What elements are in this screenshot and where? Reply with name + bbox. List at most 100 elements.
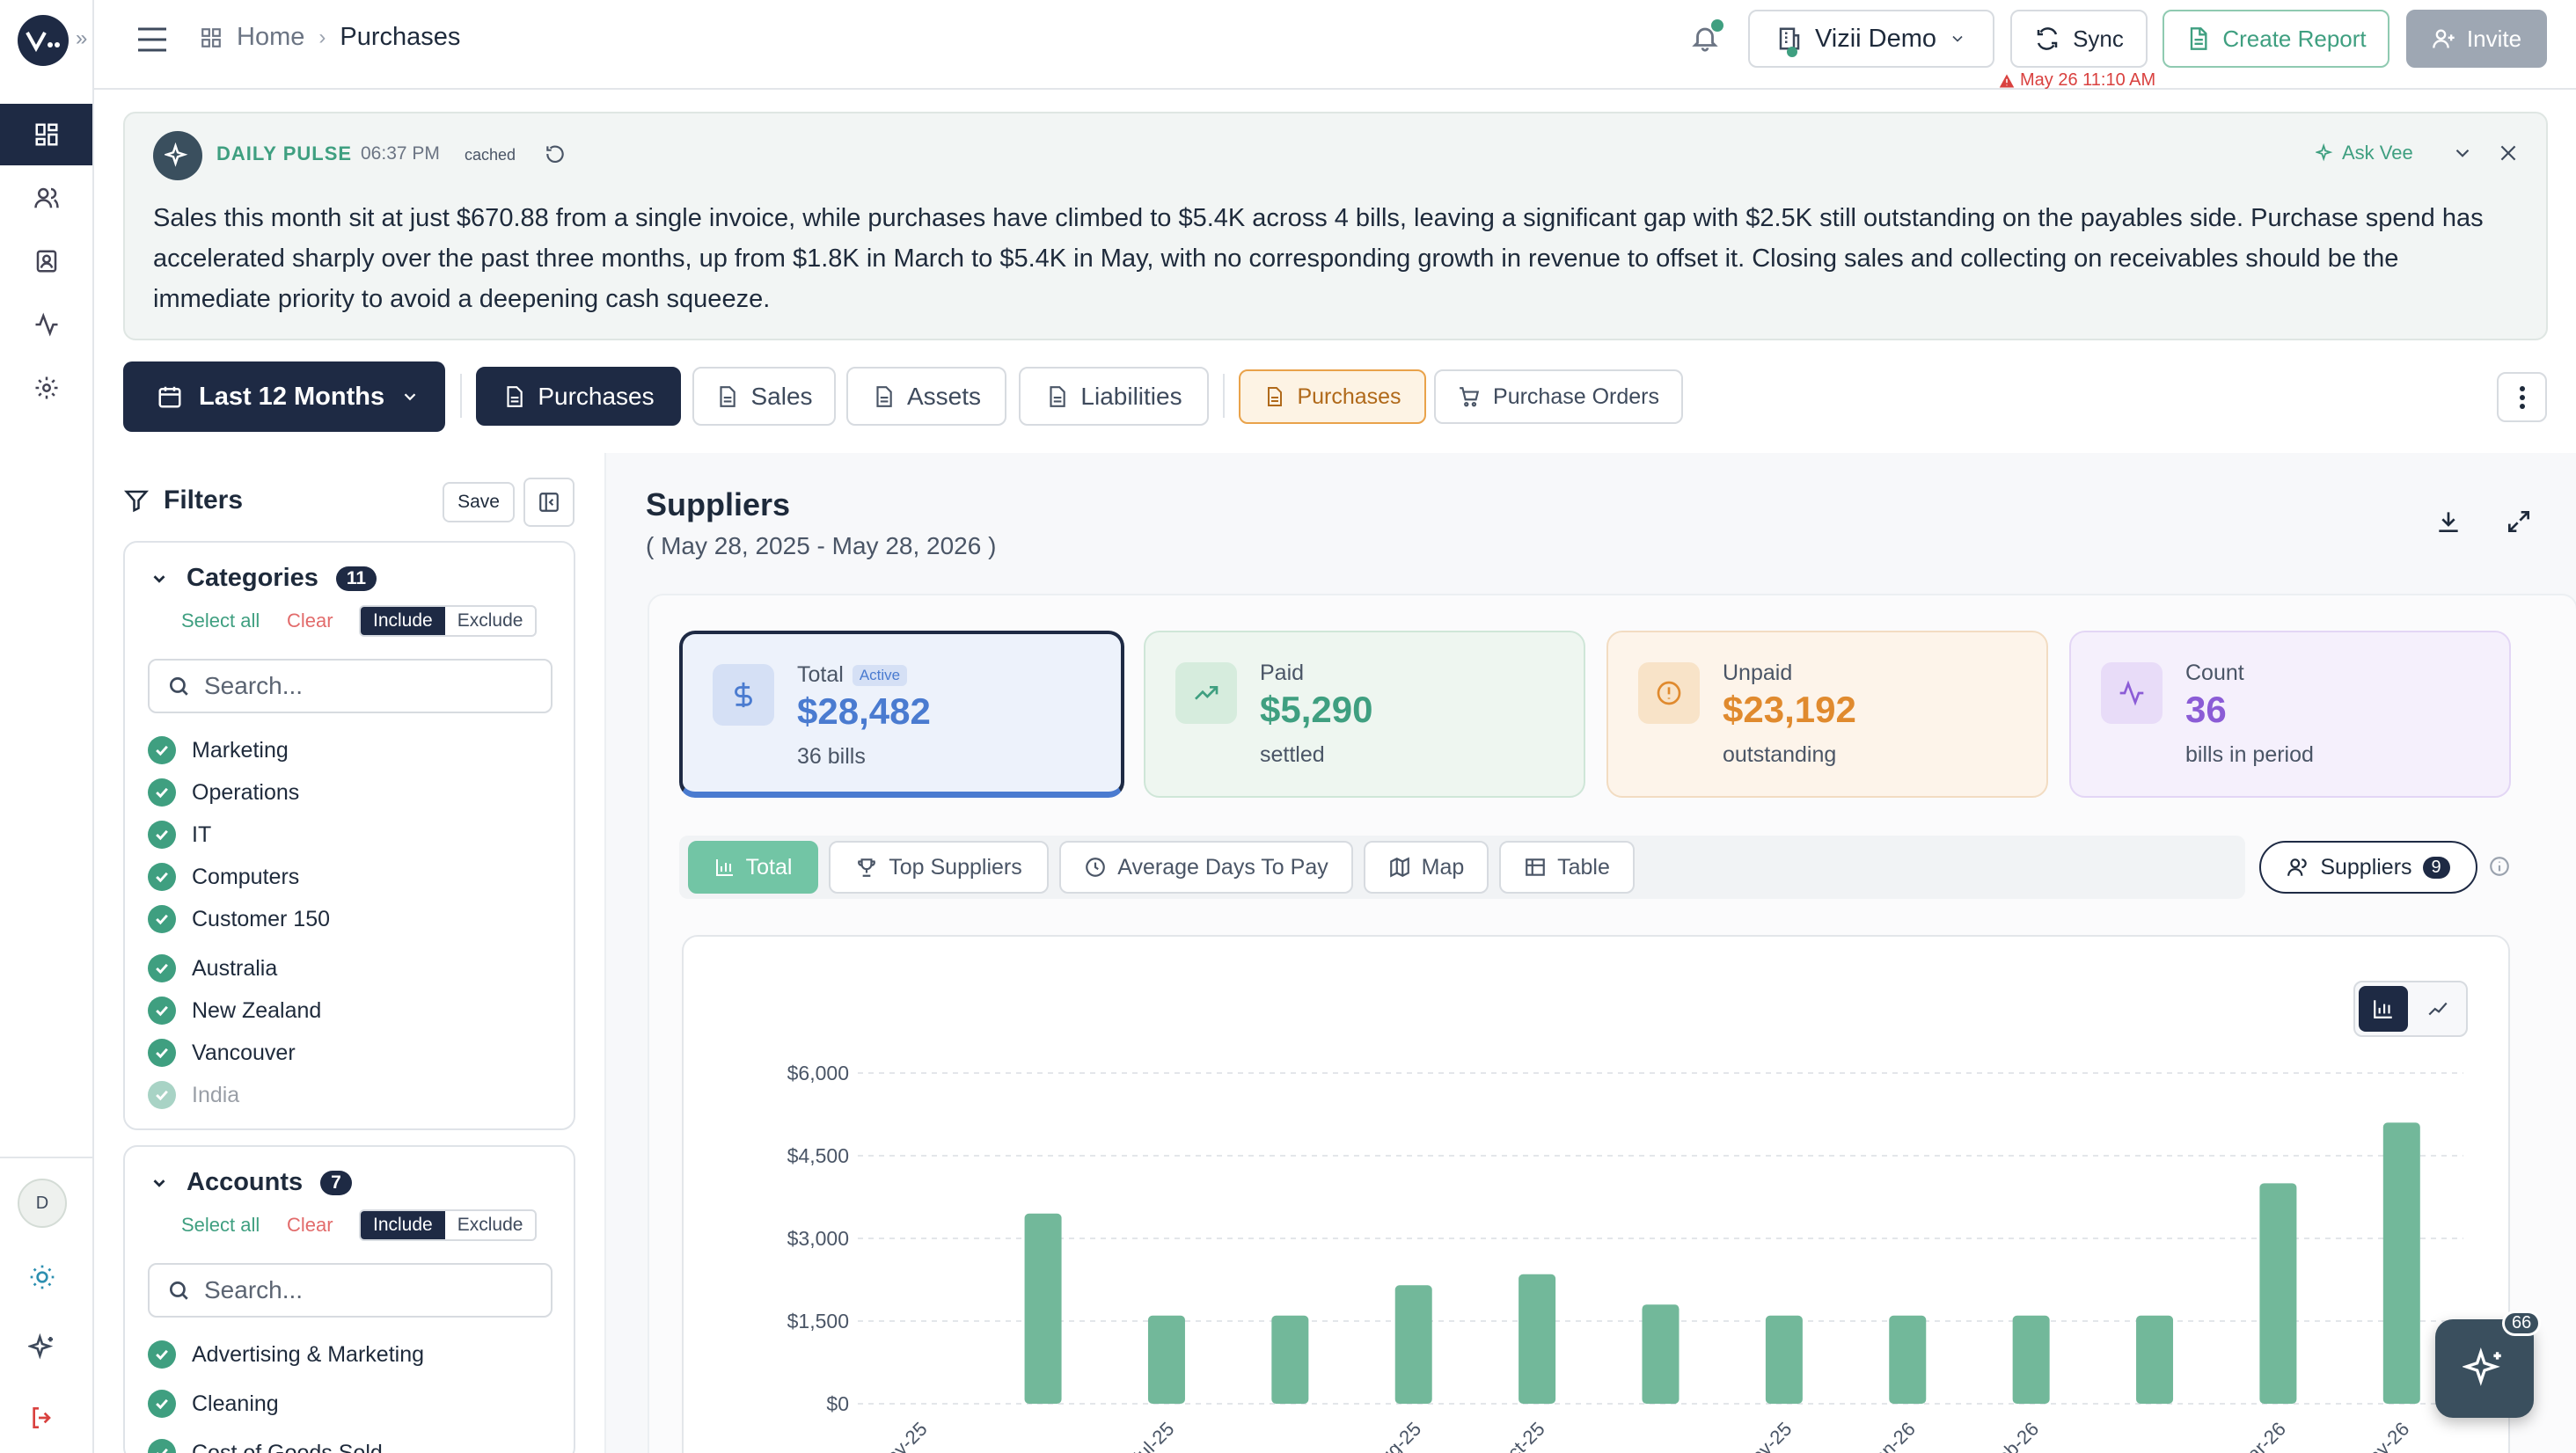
include-option[interactable]: Include [361, 607, 445, 635]
rail-settings[interactable] [0, 357, 92, 419]
filters-header: Filters [123, 486, 243, 515]
tab-sales[interactable]: Sales [692, 367, 836, 426]
document-icon [1050, 385, 1066, 407]
view-label: Table [1557, 854, 1610, 880]
stat-count-card[interactable]: Count 36 bills in period [2069, 631, 2511, 798]
tab-purchases[interactable]: Purchases [476, 367, 681, 426]
collapse-filters-button[interactable] [523, 478, 574, 527]
rail-contacts[interactable] [0, 230, 92, 292]
sparkle-icon [28, 1333, 54, 1360]
y-tick-label: $6,000 [787, 1062, 849, 1084]
subtab-purchases[interactable]: Purchases [1239, 369, 1426, 424]
view-top-suppliers[interactable]: Top Suppliers [829, 841, 1049, 894]
stat-paid-card[interactable]: Paid $5,290 settled [1144, 631, 1585, 798]
map-icon [1389, 857, 1409, 878]
period-selector[interactable]: Last 12 Months [123, 361, 445, 432]
line-view-toggle[interactable] [2413, 986, 2463, 1032]
pulse-close-button[interactable] [2497, 142, 2520, 164]
info-icon[interactable] [2488, 855, 2511, 878]
breadcrumb: Home › Purchases [200, 23, 460, 52]
chevron-down-icon [153, 1179, 165, 1187]
categories-search-input[interactable]: Search... [148, 659, 553, 713]
select-all-link[interactable]: Select all [181, 610, 260, 632]
ask-vee-button[interactable]: Ask Vee [2316, 142, 2413, 164]
ask-vee-label: Ask Vee [2342, 142, 2413, 164]
theme-toggle[interactable] [28, 1263, 56, 1291]
bar-view-toggle[interactable] [2359, 986, 2408, 1032]
notification-dot [1711, 19, 1723, 32]
pulse-collapse-button[interactable] [2451, 142, 2474, 164]
app-logo[interactable] [18, 15, 69, 66]
filter-option[interactable]: Advertising & Marketing [148, 1340, 424, 1369]
y-tick-label: $3,000 [787, 1227, 849, 1250]
include-option[interactable]: Include [361, 1211, 445, 1239]
tab-label: Sales [750, 382, 813, 410]
org-switcher[interactable]: Vizii Demo [1748, 10, 1994, 68]
view-map[interactable]: Map [1364, 841, 1489, 894]
logout-button[interactable] [28, 1404, 56, 1432]
categories-header[interactable]: Categories 11 [150, 564, 377, 593]
suppliers-filter-button[interactable]: Suppliers 9 [2259, 841, 2477, 894]
pulse-refresh-button[interactable] [544, 142, 567, 165]
checkbox-checked-icon [148, 863, 176, 891]
tab-assets[interactable]: Assets [846, 367, 1006, 426]
filter-option-label: Advertising & Marketing [192, 1341, 425, 1367]
menu-button[interactable] [136, 26, 168, 53]
filter-option[interactable]: Operations [148, 778, 299, 807]
user-avatar[interactable]: D [18, 1179, 67, 1228]
checkbox-checked-icon [148, 905, 176, 933]
stat-label-row: Total Active [797, 662, 908, 688]
rail-dashboard[interactable] [0, 104, 92, 165]
more-options-button[interactable] [2497, 372, 2547, 422]
sync-button[interactable]: Sync [2010, 10, 2148, 68]
filter-option[interactable]: Australia [148, 953, 277, 983]
checkbox-checked-icon [148, 954, 176, 982]
filter-option[interactable]: Vancouver [148, 1038, 296, 1068]
expand-rail-icon[interactable]: » [76, 26, 88, 50]
filter-option[interactable]: Computers [148, 862, 299, 892]
filter-option[interactable]: IT [148, 820, 211, 850]
download-button[interactable] [2434, 507, 2463, 536]
checkbox-checked-icon [148, 1390, 176, 1418]
rail-users[interactable] [0, 167, 92, 229]
stat-value: 36 [2185, 689, 2227, 730]
rail-activity[interactable] [0, 294, 92, 355]
filter-option-label: Operations [192, 779, 300, 805]
breadcrumb-home[interactable]: Home [237, 23, 305, 51]
view-total[interactable]: Total [688, 841, 818, 894]
filter-option[interactable]: Cost of Goods Sold [148, 1438, 383, 1453]
invite-button[interactable]: Invite [2406, 10, 2547, 68]
fullscreen-button[interactable] [2505, 507, 2533, 536]
select-all-link[interactable]: Select all [181, 1214, 260, 1236]
clear-link[interactable]: Clear [287, 610, 333, 632]
ai-assistant-rail[interactable] [28, 1333, 56, 1362]
clear-link[interactable]: Clear [287, 1214, 333, 1236]
filter-option-label: Computers [192, 864, 300, 889]
stat-total-card[interactable]: Total Active $28,482 36 bills [679, 631, 1124, 798]
notifications-button[interactable] [1690, 19, 1723, 53]
accounts-search-input[interactable]: Search... [148, 1263, 553, 1318]
create-report-button[interactable]: Create Report [2163, 10, 2389, 68]
view-average-days[interactable]: Average Days To Pay [1059, 841, 1353, 894]
pulse-text: Sales this month sit at just $670.88 fro… [153, 204, 2484, 313]
sparkle-icon [2463, 1347, 2501, 1386]
exclude-option[interactable]: Exclude [457, 610, 523, 631]
filter-option[interactable]: New Zealand [148, 996, 321, 1026]
stat-unpaid-card[interactable]: Unpaid $23,192 outstanding [1606, 631, 2048, 798]
include-exclude-toggle: Include Exclude [359, 605, 538, 637]
ai-assistant-fab[interactable]: 66 [2435, 1311, 2542, 1418]
contact-card-icon [36, 250, 56, 273]
accounts-header[interactable]: Accounts 7 [150, 1168, 352, 1197]
tab-liabilities[interactable]: Liabilities [1019, 367, 1209, 426]
filter-option[interactable]: Cleaning [148, 1389, 279, 1419]
toolbar-divider [460, 374, 462, 418]
view-table[interactable]: Table [1499, 841, 1635, 894]
filter-option[interactable]: Customer 150 [148, 904, 330, 934]
filter-option[interactable]: Marketing [148, 735, 289, 765]
exclude-option[interactable]: Exclude [457, 1215, 523, 1235]
filter-option[interactable]: India [148, 1080, 239, 1110]
save-filters-button[interactable]: Save [443, 482, 515, 522]
subtab-label: Purchase Orders [1493, 383, 1659, 409]
subtab-purchase-orders[interactable]: Purchase Orders [1434, 369, 1683, 424]
include-exclude-toggle: Include Exclude [359, 1209, 538, 1241]
